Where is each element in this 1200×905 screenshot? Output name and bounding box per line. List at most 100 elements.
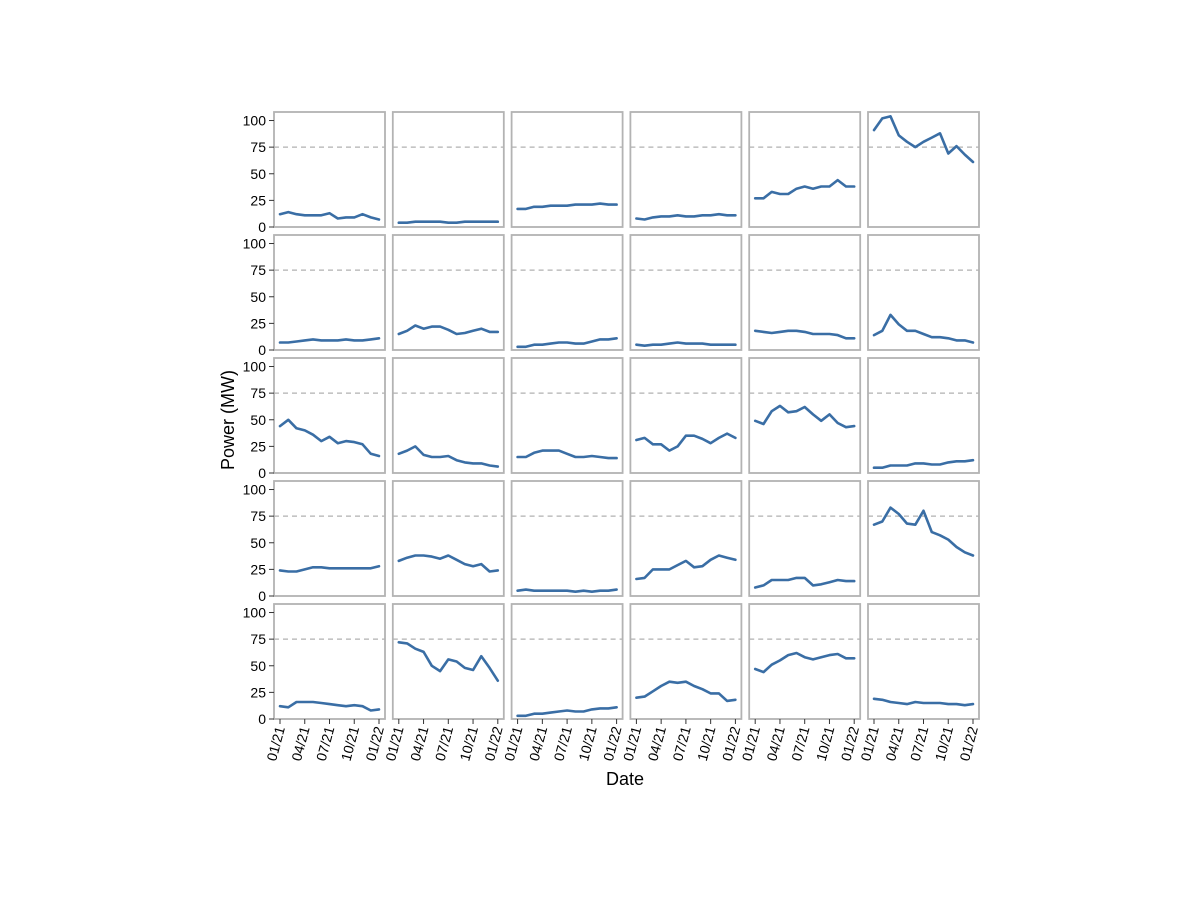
x-tick-label: 07/21: [788, 724, 813, 762]
series-line: [635, 212, 737, 221]
panel-3-2: [391, 357, 505, 474]
y-tick-label: 50: [250, 166, 266, 182]
panel-2-1: 0 25 50 75 100: [243, 234, 386, 358]
x-tick-label: 04/21: [526, 724, 551, 762]
panel-5-6: 01/21 04/21 07/21 10/21 01/22: [857, 603, 981, 763]
series-line: [278, 418, 381, 458]
panel-frame: [510, 480, 624, 597]
panel-frame: [391, 480, 505, 597]
y-tick-label: 50: [250, 289, 266, 305]
x-tick-label: 04/21: [882, 724, 907, 762]
panel-4-3: [510, 480, 624, 597]
panel-5-5: 01/21 04/21 07/21 10/21 01/22: [739, 603, 862, 763]
series-line: [278, 700, 381, 712]
y-tick-label: 100: [243, 236, 267, 252]
y-tick-label: 0: [258, 342, 266, 358]
y-tick-label: 100: [243, 113, 267, 129]
x-tick-label: 04/21: [644, 724, 669, 762]
panel-frame: [273, 357, 386, 474]
series-line: [872, 313, 975, 344]
x-tick-label: 07/21: [313, 724, 338, 762]
x-tick-label: 07/21: [550, 724, 575, 762]
y-tick-label: 50: [250, 658, 266, 674]
panel-4-4: [629, 480, 743, 597]
y-tick-label: 25: [250, 684, 266, 700]
series-line: [397, 640, 500, 683]
y-tick-label: 25: [250, 438, 266, 454]
panel-1-5: [748, 111, 862, 228]
series-line: [278, 210, 381, 221]
panel-1-4: [629, 111, 743, 228]
x-tick-label: 07/21: [669, 724, 694, 762]
series-line: [516, 705, 618, 718]
panel-frame: [391, 234, 505, 351]
panel-3-1: 0 25 50 75 100: [243, 357, 386, 481]
x-tick-label: 04/21: [407, 724, 432, 762]
series-line: [516, 449, 618, 460]
series-line: [397, 445, 500, 468]
panel-2-4: [629, 234, 743, 351]
y-tick-label: 75: [250, 139, 266, 155]
y-tick-label: 0: [258, 465, 266, 481]
x-tick-label: 10/21: [932, 724, 957, 762]
x-tick-label: 01/22: [956, 724, 981, 762]
panel-2-2: [391, 234, 505, 351]
x-tick-label: 10/21: [456, 724, 481, 762]
panel-3-4: [629, 357, 743, 474]
series-line: [516, 588, 618, 594]
series-line: [397, 554, 500, 573]
panel-frame: [629, 480, 743, 597]
series-line: [397, 220, 500, 224]
panel-frame: [510, 603, 624, 720]
panel-frame: [629, 111, 743, 228]
series-line: [516, 336, 618, 349]
panel-frame: [748, 480, 862, 597]
y-tick-label: 100: [243, 605, 267, 621]
panel-2-3: [510, 234, 624, 351]
x-tick-label: 10/21: [813, 724, 838, 762]
series-line: [278, 336, 381, 344]
series-line: [635, 554, 737, 581]
series-line: [635, 341, 737, 348]
panel-frame: [273, 234, 386, 351]
y-tick-label: 25: [250, 561, 266, 577]
panel-4-2: [391, 480, 505, 597]
panel-3-6: [867, 357, 980, 474]
series-line: [516, 202, 618, 211]
panels-layer: 0255075100025507510002550751000255075100…: [243, 111, 981, 763]
x-tick-label: 07/21: [432, 724, 457, 762]
y-tick-label: 50: [250, 412, 266, 428]
panel-3-5: [748, 357, 862, 474]
panel-frame: [273, 111, 386, 228]
series-line: [635, 680, 737, 703]
panel-5-4: 01/21 04/21 07/21 10/21 01/22: [620, 603, 743, 763]
x-tick-label: 04/21: [288, 724, 313, 762]
series-line: [753, 651, 856, 674]
panel-1-1: 0 25 50 75 100: [243, 111, 386, 235]
panel-frame: [748, 234, 862, 351]
series-line: [872, 697, 975, 707]
panel-frame: [510, 111, 624, 228]
y-tick-label: 0: [258, 588, 266, 604]
x-tick-label: 10/21: [338, 724, 363, 762]
y-tick-label: 25: [250, 315, 266, 331]
x-axis-title: Date: [606, 769, 644, 789]
series-line: [397, 324, 500, 336]
series-line: [635, 432, 737, 452]
panel-frame: [867, 357, 980, 474]
panel-2-5: [748, 234, 862, 351]
y-tick-label: 50: [250, 535, 266, 551]
y-tick-label: 0: [258, 219, 266, 235]
y-axis-title: Power (MW): [218, 370, 238, 470]
y-tick-label: 100: [243, 359, 267, 375]
panel-frame: [867, 234, 980, 351]
panel-frame: [510, 357, 624, 474]
panel-5-2: 01/21 04/21 07/21 10/21 01/22: [382, 603, 506, 763]
y-tick-label: 0: [258, 711, 266, 727]
panel-1-6: [867, 111, 980, 228]
series-line: [753, 178, 856, 200]
panel-frame: [867, 480, 980, 597]
